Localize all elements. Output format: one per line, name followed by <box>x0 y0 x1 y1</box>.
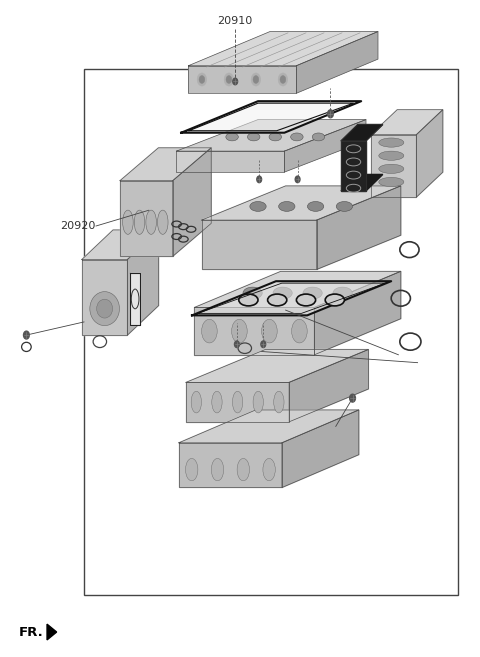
Ellipse shape <box>297 294 316 306</box>
Circle shape <box>233 78 238 85</box>
Ellipse shape <box>90 292 120 326</box>
Polygon shape <box>82 230 158 260</box>
Circle shape <box>327 110 333 118</box>
Polygon shape <box>282 410 359 487</box>
Polygon shape <box>47 624 57 640</box>
Ellipse shape <box>267 294 287 306</box>
Polygon shape <box>416 110 443 197</box>
Ellipse shape <box>379 164 404 173</box>
Polygon shape <box>82 260 128 335</box>
Polygon shape <box>120 181 173 256</box>
Circle shape <box>253 76 259 83</box>
Ellipse shape <box>243 287 262 299</box>
Polygon shape <box>179 443 282 487</box>
Ellipse shape <box>232 391 243 413</box>
Polygon shape <box>188 32 378 66</box>
Circle shape <box>261 341 265 348</box>
Polygon shape <box>120 148 211 181</box>
Ellipse shape <box>325 294 345 306</box>
Polygon shape <box>194 307 314 355</box>
Polygon shape <box>341 141 366 191</box>
Ellipse shape <box>157 210 168 235</box>
Circle shape <box>251 73 261 86</box>
Bar <box>84 69 458 595</box>
Polygon shape <box>188 66 297 93</box>
Polygon shape <box>371 135 416 197</box>
Ellipse shape <box>123 210 133 235</box>
Ellipse shape <box>303 287 322 299</box>
Circle shape <box>257 176 262 183</box>
Polygon shape <box>192 281 391 315</box>
Circle shape <box>234 341 239 348</box>
Polygon shape <box>297 32 378 93</box>
Ellipse shape <box>96 299 113 318</box>
Ellipse shape <box>263 459 276 481</box>
Ellipse shape <box>312 133 325 141</box>
Ellipse shape <box>237 459 250 481</box>
Circle shape <box>226 76 232 83</box>
Ellipse shape <box>379 138 404 147</box>
Polygon shape <box>177 151 284 172</box>
Polygon shape <box>179 410 359 443</box>
Polygon shape <box>289 350 369 422</box>
Polygon shape <box>128 230 158 335</box>
Circle shape <box>197 73 207 86</box>
Polygon shape <box>202 220 317 269</box>
Ellipse shape <box>212 391 222 413</box>
Ellipse shape <box>336 202 353 212</box>
Polygon shape <box>181 101 361 133</box>
Ellipse shape <box>231 319 247 343</box>
Ellipse shape <box>248 133 260 141</box>
Ellipse shape <box>292 319 307 343</box>
Text: 20910: 20910 <box>217 16 253 26</box>
Circle shape <box>295 176 300 183</box>
Polygon shape <box>202 186 401 220</box>
Text: 20920: 20920 <box>60 221 95 231</box>
Circle shape <box>199 76 205 83</box>
Ellipse shape <box>269 133 281 141</box>
Ellipse shape <box>250 202 266 212</box>
Ellipse shape <box>290 133 303 141</box>
Ellipse shape <box>307 202 324 212</box>
Polygon shape <box>317 186 401 269</box>
Ellipse shape <box>274 391 284 413</box>
Text: FR.: FR. <box>19 625 44 639</box>
Circle shape <box>24 331 29 339</box>
Ellipse shape <box>253 391 264 413</box>
Ellipse shape <box>273 287 292 299</box>
Ellipse shape <box>379 177 404 187</box>
Ellipse shape <box>379 151 404 160</box>
Ellipse shape <box>239 294 258 306</box>
Ellipse shape <box>333 287 352 299</box>
Circle shape <box>280 76 286 83</box>
Circle shape <box>224 73 234 86</box>
Polygon shape <box>186 350 369 382</box>
Circle shape <box>349 394 356 402</box>
Ellipse shape <box>191 391 202 413</box>
Polygon shape <box>284 120 366 172</box>
Polygon shape <box>186 382 289 422</box>
Ellipse shape <box>134 210 145 235</box>
Ellipse shape <box>262 319 277 343</box>
Polygon shape <box>341 175 383 191</box>
Polygon shape <box>194 271 401 307</box>
Polygon shape <box>173 148 211 256</box>
Ellipse shape <box>211 459 224 481</box>
Polygon shape <box>341 125 383 141</box>
Polygon shape <box>130 273 140 325</box>
Ellipse shape <box>185 459 198 481</box>
Polygon shape <box>371 110 443 135</box>
Polygon shape <box>177 120 366 151</box>
Circle shape <box>278 73 288 86</box>
Ellipse shape <box>226 133 239 141</box>
Ellipse shape <box>202 319 217 343</box>
Ellipse shape <box>146 210 156 235</box>
Ellipse shape <box>278 202 295 212</box>
Polygon shape <box>314 271 401 355</box>
